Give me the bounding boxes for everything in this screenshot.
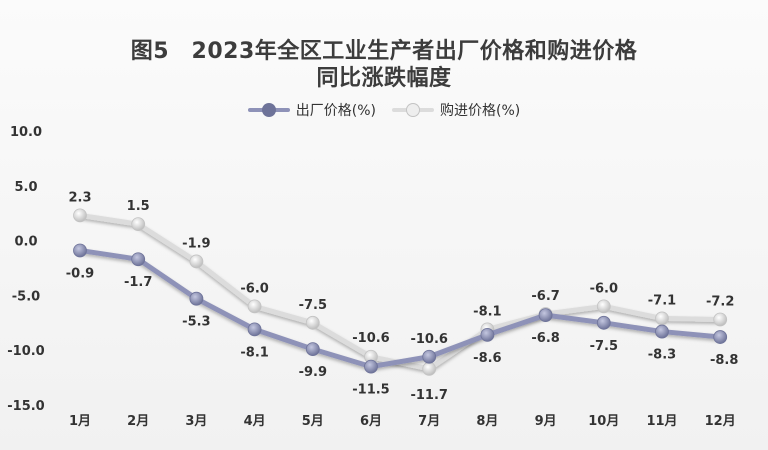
data-label-ex-factory: -8.6 <box>473 351 501 366</box>
chart-title-line2: 同比涨跌幅度 <box>316 66 452 91</box>
data-point-ex-factory[interactable] <box>480 327 495 342</box>
data-point-ex-factory[interactable] <box>247 322 262 337</box>
data-point-purchase[interactable] <box>713 312 728 327</box>
data-point-ex-factory[interactable] <box>596 315 611 330</box>
x-tick-label: 3月 <box>185 414 207 429</box>
y-tick-label: 5.0 <box>14 180 37 195</box>
data-label-ex-factory: -8.3 <box>648 348 676 363</box>
legend-label-purchase: 购进价格(%) <box>440 103 521 119</box>
x-tick-label: 10月 <box>588 414 619 429</box>
data-label-purchase: -8.1 <box>473 304 501 319</box>
data-label-purchase: 1.5 <box>127 199 150 214</box>
data-point-purchase[interactable] <box>247 299 262 314</box>
x-tick-label: 8月 <box>476 414 498 429</box>
data-label-ex-factory: -1.7 <box>124 275 152 290</box>
x-axis-ticks: 1月 2月 3月 4月 5月 6月 7月 8月 9月 10月 11月 12月 <box>69 414 736 429</box>
data-label-purchase: -7.5 <box>299 298 327 313</box>
data-label-purchase: -6.0 <box>590 281 618 296</box>
y-tick-label: -5.0 <box>12 289 40 304</box>
x-tick-label: 7月 <box>418 414 440 429</box>
y-axis-ticks: 10.0 5.0 0.0 -5.0 -10.0 -15.0 <box>7 125 44 414</box>
series-layer <box>73 208 728 376</box>
x-tick-label: 1月 <box>69 414 91 429</box>
legend-item-ex-factory[interactable]: 出厂价格(%) <box>247 100 376 120</box>
legend-item-purchase[interactable]: 购进价格(%) <box>392 100 520 120</box>
data-point-purchase[interactable] <box>655 311 669 326</box>
x-tick-label: 5月 <box>302 414 324 429</box>
data-label-purchase: -1.9 <box>182 236 210 251</box>
data-labels-layer: -0.9 -1.7 -5.3 -8.1 -9.9 -11.5 -10.6 -8.6 -6.8 -7… <box>66 190 739 402</box>
data-label-purchase: -6.7 <box>531 289 559 304</box>
data-point-ex-factory[interactable] <box>538 308 553 323</box>
y-tick-label: 0.0 <box>14 235 37 250</box>
x-tick-label: 9月 <box>535 414 557 429</box>
x-tick-label: 4月 <box>244 414 266 429</box>
data-point-ex-factory[interactable] <box>305 342 320 357</box>
y-tick-label: -15.0 <box>7 399 44 414</box>
data-label-ex-factory: -11.5 <box>352 383 389 398</box>
data-point-ex-factory[interactable] <box>713 330 728 344</box>
data-point-purchase[interactable] <box>422 361 437 376</box>
data-label-ex-factory: -5.3 <box>182 315 210 330</box>
data-label-purchase: -10.6 <box>352 331 389 346</box>
data-point-purchase[interactable] <box>189 254 204 269</box>
data-label-ex-factory: -8.1 <box>240 345 268 360</box>
x-tick-label: 12月 <box>705 414 736 429</box>
x-tick-label: 11月 <box>646 414 677 429</box>
data-label-purchase: -6.0 <box>240 281 268 296</box>
y-tick-label: 10.0 <box>10 125 42 140</box>
data-point-purchase[interactable] <box>596 299 611 314</box>
data-point-ex-factory[interactable] <box>364 359 378 374</box>
chart-title-line1: 图5 2023年全区工业生产者出厂价格和购进价格 <box>130 39 638 64</box>
x-tick-label: 6月 <box>360 414 382 429</box>
legend-marker-purchase <box>392 103 434 117</box>
data-label-ex-factory: -7.5 <box>590 339 618 354</box>
data-point-ex-factory[interactable] <box>189 291 204 306</box>
data-point-ex-factory[interactable] <box>655 324 669 339</box>
series-line-purchase <box>77 212 723 372</box>
data-label-purchase: 2.3 <box>68 190 91 205</box>
data-point-purchase[interactable] <box>305 315 320 330</box>
data-point-purchase[interactable] <box>73 208 87 223</box>
data-label-ex-factory: -0.9 <box>66 266 94 281</box>
legend-label-ex-factory: 出厂价格(%) <box>295 103 376 119</box>
x-tick-label: 2月 <box>127 414 149 429</box>
data-label-purchase: -7.2 <box>706 295 734 310</box>
data-label-ex-factory: -10.6 <box>410 332 447 347</box>
data-label-ex-factory: -9.9 <box>299 365 327 380</box>
legend-marker-ex-factory <box>247 103 290 117</box>
data-label-ex-factory: -8.8 <box>710 353 738 368</box>
data-point-purchase[interactable] <box>131 217 146 232</box>
data-point-ex-factory[interactable] <box>131 252 146 267</box>
data-label-purchase: -11.7 <box>410 388 447 403</box>
data-point-ex-factory[interactable] <box>422 349 437 364</box>
series-line-ex-factory <box>77 247 723 370</box>
chart-legend: 出厂价格(%) 购进价格(%) <box>0 100 768 120</box>
y-tick-label: -10.0 <box>7 344 44 359</box>
data-point-ex-factory[interactable] <box>73 243 87 258</box>
data-label-ex-factory: -6.8 <box>531 331 559 346</box>
data-label-purchase: -7.1 <box>648 293 676 308</box>
